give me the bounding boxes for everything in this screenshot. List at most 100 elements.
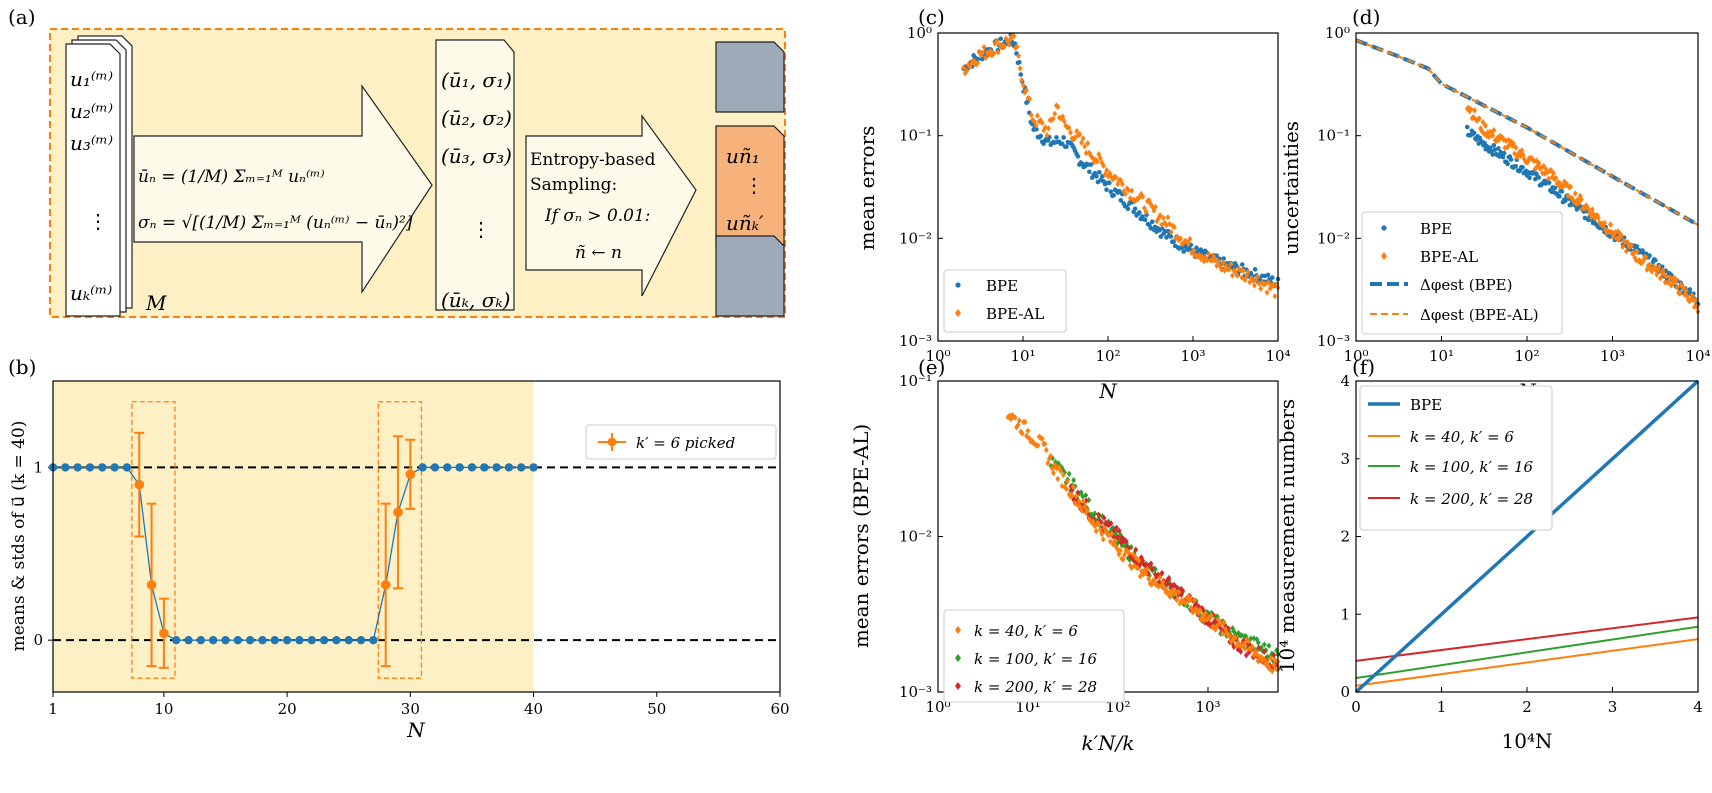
bpe-al-point <box>1148 200 1154 208</box>
bpe-al-point <box>1585 204 1590 211</box>
xtick-label: 10² <box>1095 347 1120 365</box>
bpe-al-point <box>1678 281 1684 288</box>
panel-b-legend <box>585 424 777 460</box>
k200-point <box>1256 644 1262 652</box>
k40-point <box>1042 440 1048 448</box>
k100-point <box>1124 540 1130 547</box>
bpe-al-point <box>1670 275 1675 282</box>
k40-point <box>1255 657 1261 665</box>
bpe-al-point <box>1616 235 1622 243</box>
bpe-al-point <box>1640 257 1646 265</box>
stack-line-5: uₖ⁽ᵐ⁾ <box>70 281 112 305</box>
bpe-al-point <box>1091 159 1097 166</box>
k200-point <box>1201 607 1206 614</box>
bpe-line <box>1354 379 1700 694</box>
k40-point <box>1093 527 1099 535</box>
k100-point <box>1251 635 1257 642</box>
bpe-al-point <box>1472 107 1477 114</box>
bpe-al-point <box>1244 272 1249 279</box>
xtick-label: 10⁴ <box>1265 347 1290 365</box>
ytick-label: 10⁻³ <box>899 683 932 701</box>
panel-b-ytick-label: 1 <box>33 458 43 476</box>
k100-point <box>1266 642 1272 649</box>
k40-point <box>1076 498 1082 505</box>
k40-point <box>1019 430 1025 437</box>
bpe-al-point <box>1476 115 1482 122</box>
bpe-point <box>1582 215 1588 221</box>
bpe-al-point <box>1632 254 1638 261</box>
k40-point <box>1232 634 1238 641</box>
bpe-al-point <box>1101 162 1106 169</box>
bpe-point <box>1107 180 1112 186</box>
bpe-al-point <box>1149 203 1155 210</box>
k40-point <box>1208 612 1214 619</box>
k40-point <box>1137 573 1143 580</box>
bpe-al-point <box>1140 193 1146 200</box>
bpe-al-point <box>998 44 1004 51</box>
mean-point <box>270 635 279 645</box>
k40-point <box>1269 667 1275 675</box>
k40-point <box>1025 427 1031 435</box>
bpe-al-point <box>1619 232 1624 240</box>
k40-point <box>1133 554 1139 562</box>
pairs-box <box>435 39 515 311</box>
mean-point <box>172 635 181 645</box>
k40-point <box>1109 530 1115 537</box>
k100-point <box>1261 641 1267 648</box>
k100-point <box>1083 492 1089 499</box>
k200-point <box>1123 537 1129 545</box>
sampling-line-4: ñ ← n <box>575 243 622 263</box>
k40-point <box>1227 632 1233 640</box>
bpe-al-point <box>1536 159 1542 167</box>
bpe-al-point <box>1643 253 1649 261</box>
bpe-point <box>1108 189 1114 194</box>
panel-e-legend <box>943 609 1125 703</box>
mean-point <box>467 463 477 472</box>
panel-d-legend-3: Δφest (BPE) <box>1420 276 1512 294</box>
k40-point <box>1065 478 1071 485</box>
ytick-label: 10⁻¹ <box>1317 127 1350 145</box>
bpe-al-point <box>991 50 996 57</box>
panel-c-label: (c) <box>918 5 945 29</box>
panel-c-legend <box>943 269 1067 333</box>
ytick-label: 10⁻³ <box>899 332 932 350</box>
bpe-al-point <box>1066 124 1072 131</box>
mean-point <box>356 635 366 645</box>
mean-point <box>504 463 514 472</box>
bpe-al-point <box>1113 174 1119 181</box>
bpe-al-point <box>1072 134 1078 141</box>
bpe-al-point <box>1580 205 1586 212</box>
k100-point <box>1078 489 1084 496</box>
k40-point <box>1051 469 1056 477</box>
bpe-al-point <box>1104 167 1110 174</box>
bpe-al-point <box>1596 214 1601 222</box>
panel-e-legend-3: k = 200, k′ = 28 <box>974 678 1097 696</box>
k40-point <box>1127 562 1133 569</box>
bpe-al-point <box>1621 237 1627 244</box>
k200-point <box>1097 517 1103 525</box>
bpe-point <box>1087 169 1092 175</box>
mean-point <box>233 635 243 645</box>
picked-point <box>393 507 403 518</box>
bpe-point <box>1149 219 1155 225</box>
bpe-al-point <box>1679 283 1685 290</box>
bpe-al-point <box>1176 236 1182 244</box>
bpe-al-point <box>1270 282 1276 289</box>
k40-point <box>1193 605 1198 613</box>
mean-point <box>73 463 82 472</box>
k40-point <box>1197 606 1203 614</box>
k200-point <box>1069 486 1075 494</box>
k200-point <box>1169 584 1175 592</box>
panel-c-legend-1: BPE <box>986 277 1018 295</box>
k100-point <box>1230 625 1235 632</box>
bpe-al-point <box>1130 196 1136 203</box>
k40-point <box>1116 551 1122 558</box>
panel-e-xlabel: k′N/k <box>1081 731 1134 755</box>
bpe-point <box>975 56 981 62</box>
bpe-al-point <box>1541 162 1547 170</box>
k200-point <box>1271 651 1277 659</box>
bpe-al-point <box>1267 285 1273 292</box>
bpe-al-point <box>1485 129 1491 136</box>
xtick-label: 10³ <box>1195 698 1220 716</box>
k100-point <box>1116 536 1122 543</box>
